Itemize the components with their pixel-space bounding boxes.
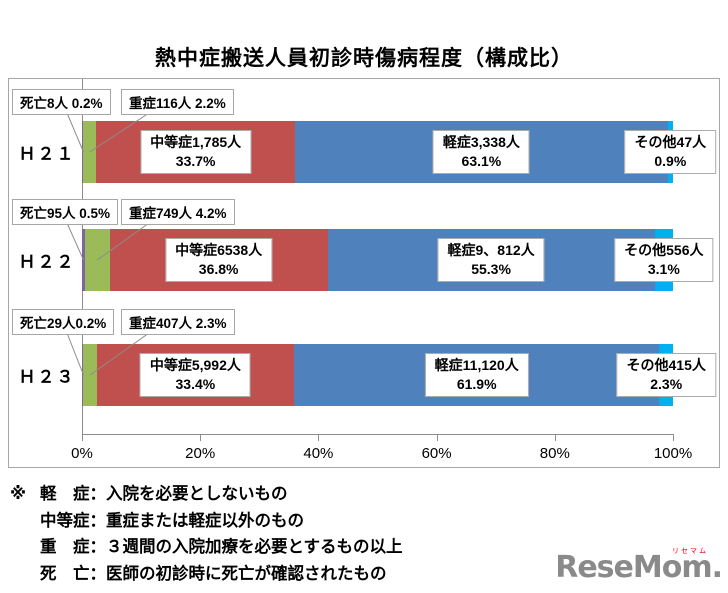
bar-segment-死亡 — [82, 121, 84, 183]
bar-value-label: 軽症9、812人 55.3% — [437, 238, 545, 282]
bar-segment-死亡 — [82, 344, 84, 406]
bar-value-label: 中等症1,785人 33.7% — [140, 130, 252, 174]
axis-tick-label: 40% — [303, 445, 334, 462]
axis-tick — [318, 435, 320, 441]
value-axis-line — [82, 434, 674, 435]
bar-value-label: その他415人 2.3% — [616, 353, 716, 397]
axis-tick-label: 80% — [539, 445, 570, 462]
callout-label: 死亡8人 0.2% — [12, 89, 111, 115]
axis-tick — [436, 435, 438, 441]
category-label: Ｈ２１ — [18, 144, 76, 164]
callout-label: 死亡29人0.2% — [12, 309, 115, 335]
bar-value-label: 中等症6538人 36.8% — [165, 238, 273, 282]
bar-segment-重症 — [84, 229, 110, 291]
category-label: Ｈ２３ — [18, 367, 76, 387]
plot-area: Ｈ２１ 死亡8人 0.2% 重症116人 2.2% 中等症1,785人 33.7% 軽症3… — [8, 78, 720, 468]
footnote-line: 軽 症：入院を必要としないもの — [40, 485, 288, 503]
bar-value-label: 中等症5,992人 33.4% — [139, 353, 251, 397]
axis-tick-label: 100% — [653, 445, 693, 462]
callout-label: 重症116人 2.2% — [121, 89, 234, 115]
resemom-logo: リセマム ReseMom. — [555, 548, 723, 585]
axis-tick — [200, 435, 202, 441]
callout-label: 死亡95人 0.5% — [12, 199, 119, 225]
resemom-logo-tagline: リセマム — [672, 548, 708, 555]
callout-label: 重症749人 4.2% — [121, 199, 235, 225]
callout-label: 重症407人 2.3% — [121, 309, 235, 335]
footnote-line: 死 亡：医師の初診時に死亡が確認されたもの — [40, 564, 387, 583]
category-label: Ｈ２２ — [18, 252, 76, 272]
chart-title: 熱中症搬送人員初診時傷病程度（構成比） — [155, 47, 573, 70]
footnote-line: 中等症：重症または軽症以外のもの — [40, 511, 304, 530]
footnote: ※ 軽 症：入院を必要としないもの 中等症：重症または軽症以外のもの 重 症：３… — [10, 481, 403, 587]
bar-value-label: 軽症3,338人 63.1% — [432, 130, 530, 174]
bar-segment-重症 — [83, 121, 97, 183]
axis-tick — [673, 435, 674, 441]
footnote-lines: 軽 症：入院を必要としないもの 中等症：重症または軽症以外のもの 重 症：３週間… — [40, 481, 403, 587]
bar-segment-重症 — [83, 344, 97, 406]
axis-tick-label: 20% — [185, 445, 216, 462]
bar-value-label: その他556人 3.1% — [614, 238, 714, 282]
footnote-marker: ※ — [10, 485, 27, 503]
axis-tick-label: 0% — [71, 445, 93, 462]
resemom-logo-text: ReseMom. — [555, 550, 723, 585]
axis-tick — [554, 435, 556, 441]
axis-tick-label: 60% — [421, 445, 452, 462]
leader-lines — [66, 112, 150, 376]
axis-tick — [82, 435, 83, 441]
bar-value-label: 軽症11,120人 61.9% — [424, 353, 529, 397]
bar-value-label: その他47人 0.9% — [624, 130, 717, 174]
footnote-line: 重 症：３週間の入院加療を必要とするもの以上 — [40, 538, 403, 556]
